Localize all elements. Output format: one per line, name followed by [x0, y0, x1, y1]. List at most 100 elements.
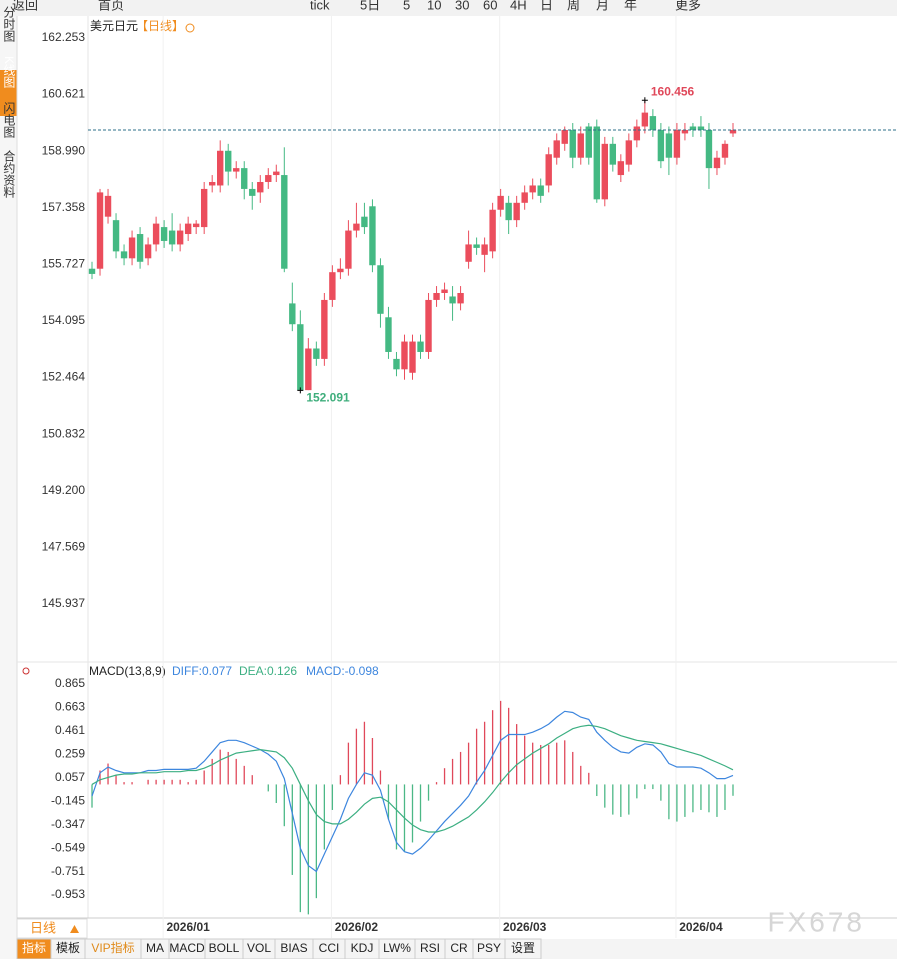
candle-body	[433, 292, 440, 300]
candle-body	[120, 251, 128, 259]
candle-body	[409, 341, 416, 373]
tab-label[interactable]: MACD	[169, 941, 205, 955]
candle-body	[649, 116, 657, 130]
watermark: FX678	[768, 906, 866, 937]
y2-tick-label: 0.865	[55, 676, 85, 690]
tab-label[interactable]: 设置	[511, 941, 535, 955]
tab-label[interactable]: VIP指标	[91, 940, 134, 955]
candle-body	[128, 237, 136, 259]
tab-label[interactable]: CCI	[319, 941, 340, 955]
toolbar-button[interactable]: 月	[596, 0, 609, 12]
candle-body	[601, 143, 608, 200]
candle-body	[345, 230, 352, 269]
toolbar-button[interactable]: 首页	[98, 0, 124, 12]
candle-body	[200, 188, 208, 228]
toolbar-button[interactable]: 日	[540, 0, 553, 12]
candle-body	[545, 154, 552, 186]
candle-body	[537, 185, 544, 196]
toolbar-button[interactable]: 更多	[675, 0, 701, 12]
sidebar	[0, 16, 17, 959]
tab-label[interactable]: CR	[450, 941, 468, 955]
candle-body	[305, 348, 312, 391]
toolbar-button[interactable]: 年	[624, 0, 637, 12]
candle-body	[385, 317, 392, 352]
candle-body	[361, 216, 368, 228]
tab-label[interactable]: PSY	[477, 941, 501, 955]
timeframe[interactable]: 日线	[30, 920, 56, 935]
candle-body	[152, 223, 160, 245]
y-tick-label: 160.621	[42, 87, 86, 101]
side-tab[interactable]: 闪电图	[2, 102, 16, 138]
y-tick-label: 147.569	[42, 539, 86, 553]
candle-body	[593, 126, 600, 200]
y-tick-label: 154.095	[42, 313, 86, 327]
y-tick-label: 158.990	[42, 143, 86, 157]
tab-label[interactable]: RSI	[420, 941, 440, 955]
candle-body	[729, 129, 737, 134]
settings-icon[interactable]	[22, 667, 30, 675]
side-tab[interactable]: K线图	[2, 56, 16, 88]
candle-body	[104, 195, 112, 217]
timeframe-box[interactable]	[16, 918, 88, 939]
candle-body	[697, 126, 705, 130]
candle-body	[577, 133, 584, 158]
tab-label[interactable]: BIAS	[280, 941, 307, 955]
candle-body	[449, 296, 456, 304]
min-label: 152.091	[306, 391, 350, 405]
side-tab[interactable]: 合约资料	[2, 149, 16, 198]
candle-body	[521, 192, 528, 203]
candle-body	[321, 299, 328, 359]
toolbar-button[interactable]: 30	[455, 0, 469, 12]
toolbar-button[interactable]: tick	[310, 0, 330, 12]
toolbar-button[interactable]: 周	[567, 0, 580, 12]
x-tick-label: 2026/03	[503, 920, 547, 934]
candle-body	[329, 272, 336, 300]
tab-label[interactable]: 指标	[22, 940, 46, 955]
tab-label[interactable]: 模板	[56, 941, 80, 955]
candle-body	[96, 192, 104, 269]
candle-body	[513, 202, 520, 221]
toolbar-button[interactable]: 4H	[510, 0, 527, 12]
candle-body	[241, 168, 248, 189]
add-icon[interactable]	[185, 23, 195, 33]
candle-body	[217, 150, 224, 186]
timeframe-arrow[interactable]	[70, 925, 79, 933]
y-tick-label: 162.253	[42, 30, 86, 44]
candle-body	[144, 244, 152, 259]
candle-body	[136, 234, 144, 262]
macd-line	[91, 710, 734, 873]
candle-body	[497, 195, 504, 210]
toolbar-button[interactable]: 60	[483, 0, 497, 12]
toolbar-button[interactable]: 5日	[360, 0, 380, 12]
candle-body	[337, 268, 344, 273]
tab-label[interactable]: LW%	[383, 941, 411, 955]
candle-body	[585, 126, 592, 158]
macd-title: MACD(13,8,9)	[89, 664, 166, 678]
tab-label[interactable]: VOL	[247, 941, 271, 955]
x-tick-label: 2026/04	[679, 920, 723, 934]
candle-body	[225, 150, 232, 172]
legend-entry: DEA:0.126	[239, 664, 297, 678]
x-tick-label: 2026/01	[166, 920, 210, 934]
y2-tick-label: -0.347	[51, 817, 85, 831]
max-marker	[641, 97, 648, 104]
y-tick-label: 150.832	[42, 426, 86, 440]
candle-body	[529, 185, 536, 193]
toolbar-button[interactable]: 返回	[12, 0, 38, 12]
tab-label[interactable]: MA	[146, 941, 164, 955]
candle-body	[313, 348, 320, 359]
candle-body	[88, 268, 96, 274]
chart-subtitle: 【日线】	[136, 19, 184, 33]
side-tab[interactable]: 分时图	[2, 6, 16, 42]
toolbar-button[interactable]: 5	[403, 0, 410, 12]
tab-label[interactable]: KDJ	[351, 941, 374, 955]
y-tick-label: 155.727	[42, 256, 86, 270]
candle-body	[168, 230, 176, 245]
tab-label[interactable]: BOLL	[209, 941, 240, 955]
y-tick-label: 149.200	[42, 483, 86, 497]
candle-body	[689, 126, 697, 130]
toolbar-button[interactable]: 10	[427, 0, 441, 12]
y2-tick-label: 0.663	[55, 700, 85, 714]
